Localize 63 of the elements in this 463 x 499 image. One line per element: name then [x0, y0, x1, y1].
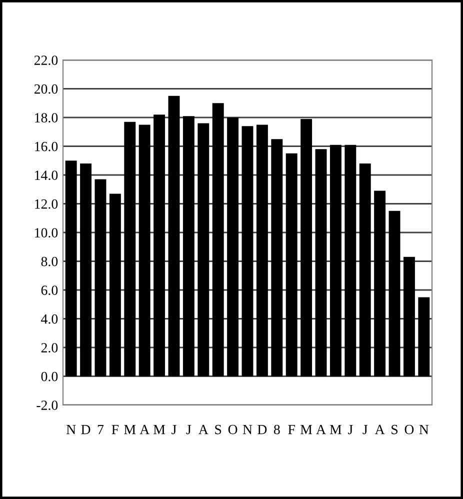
x-tick-label: 8 [274, 424, 280, 434]
x-tick-label: A [374, 424, 385, 434]
x-tick-label: A [140, 424, 150, 434]
x-tick-label: D [258, 424, 267, 434]
x-tick-label: M [300, 424, 312, 434]
y-tick-label: 22.0 [34, 56, 58, 66]
x-tick-label: M [124, 424, 136, 434]
bar [198, 123, 210, 376]
bar [65, 160, 77, 376]
bar [330, 144, 342, 376]
y-tick-label: 20.0 [34, 84, 58, 94]
bar [315, 149, 327, 376]
bar [286, 153, 298, 376]
bar [403, 256, 415, 376]
x-tick-label: S [392, 424, 398, 434]
bar [80, 164, 92, 376]
bar [182, 116, 194, 376]
y-tick-label: 2.0 [41, 343, 58, 353]
x-tick-label: J [348, 424, 353, 434]
x-tick-label: F [112, 424, 119, 434]
y-tick-label: -2.0 [36, 400, 58, 410]
bar [344, 144, 356, 376]
bar [138, 124, 150, 376]
bar [154, 114, 166, 376]
bar [359, 164, 371, 376]
x-tick-label: J [172, 424, 176, 434]
y-tick-label: 8.0 [41, 256, 58, 266]
x-tick-label: S [215, 424, 222, 434]
y-tick-label: 0.0 [41, 372, 58, 382]
x-tick-label: N [419, 424, 429, 434]
y-tick-label: 4.0 [41, 314, 58, 324]
x-tick-label: 7 [98, 424, 104, 434]
bar [168, 96, 180, 376]
x-tick-label: D [81, 424, 90, 434]
bar [374, 190, 386, 376]
bar [300, 118, 312, 376]
bar [242, 126, 254, 376]
x-tick-label: A [198, 424, 208, 434]
bar [256, 124, 268, 376]
y-tick-label: 14.0 [35, 170, 58, 180]
bar [109, 194, 121, 376]
y-tick-label: 18.0 [35, 113, 58, 123]
x-tick-label: M [330, 424, 342, 434]
x-tick-label: J [362, 424, 368, 434]
bar [388, 210, 400, 376]
y-tick-label: 12.0 [35, 199, 58, 209]
bar [124, 122, 136, 376]
x-tick-label: F [288, 424, 295, 434]
bar [418, 297, 430, 376]
y-tick-label: 6.0 [41, 286, 58, 296]
y-tick-label: 10.0 [35, 228, 58, 238]
x-tick-label: N [242, 424, 252, 434]
x-tick-label: O [404, 424, 414, 434]
x-tick-label: A [316, 424, 326, 434]
bar [271, 139, 283, 376]
x-tick-label: O [228, 424, 238, 434]
bar [212, 103, 224, 376]
bar [94, 179, 106, 376]
x-tick-label: N [66, 424, 76, 434]
bar [227, 118, 239, 376]
x-tick-label: J [186, 424, 192, 434]
y-tick-label: 16.0 [35, 142, 58, 152]
x-tick-label: M [154, 424, 166, 434]
